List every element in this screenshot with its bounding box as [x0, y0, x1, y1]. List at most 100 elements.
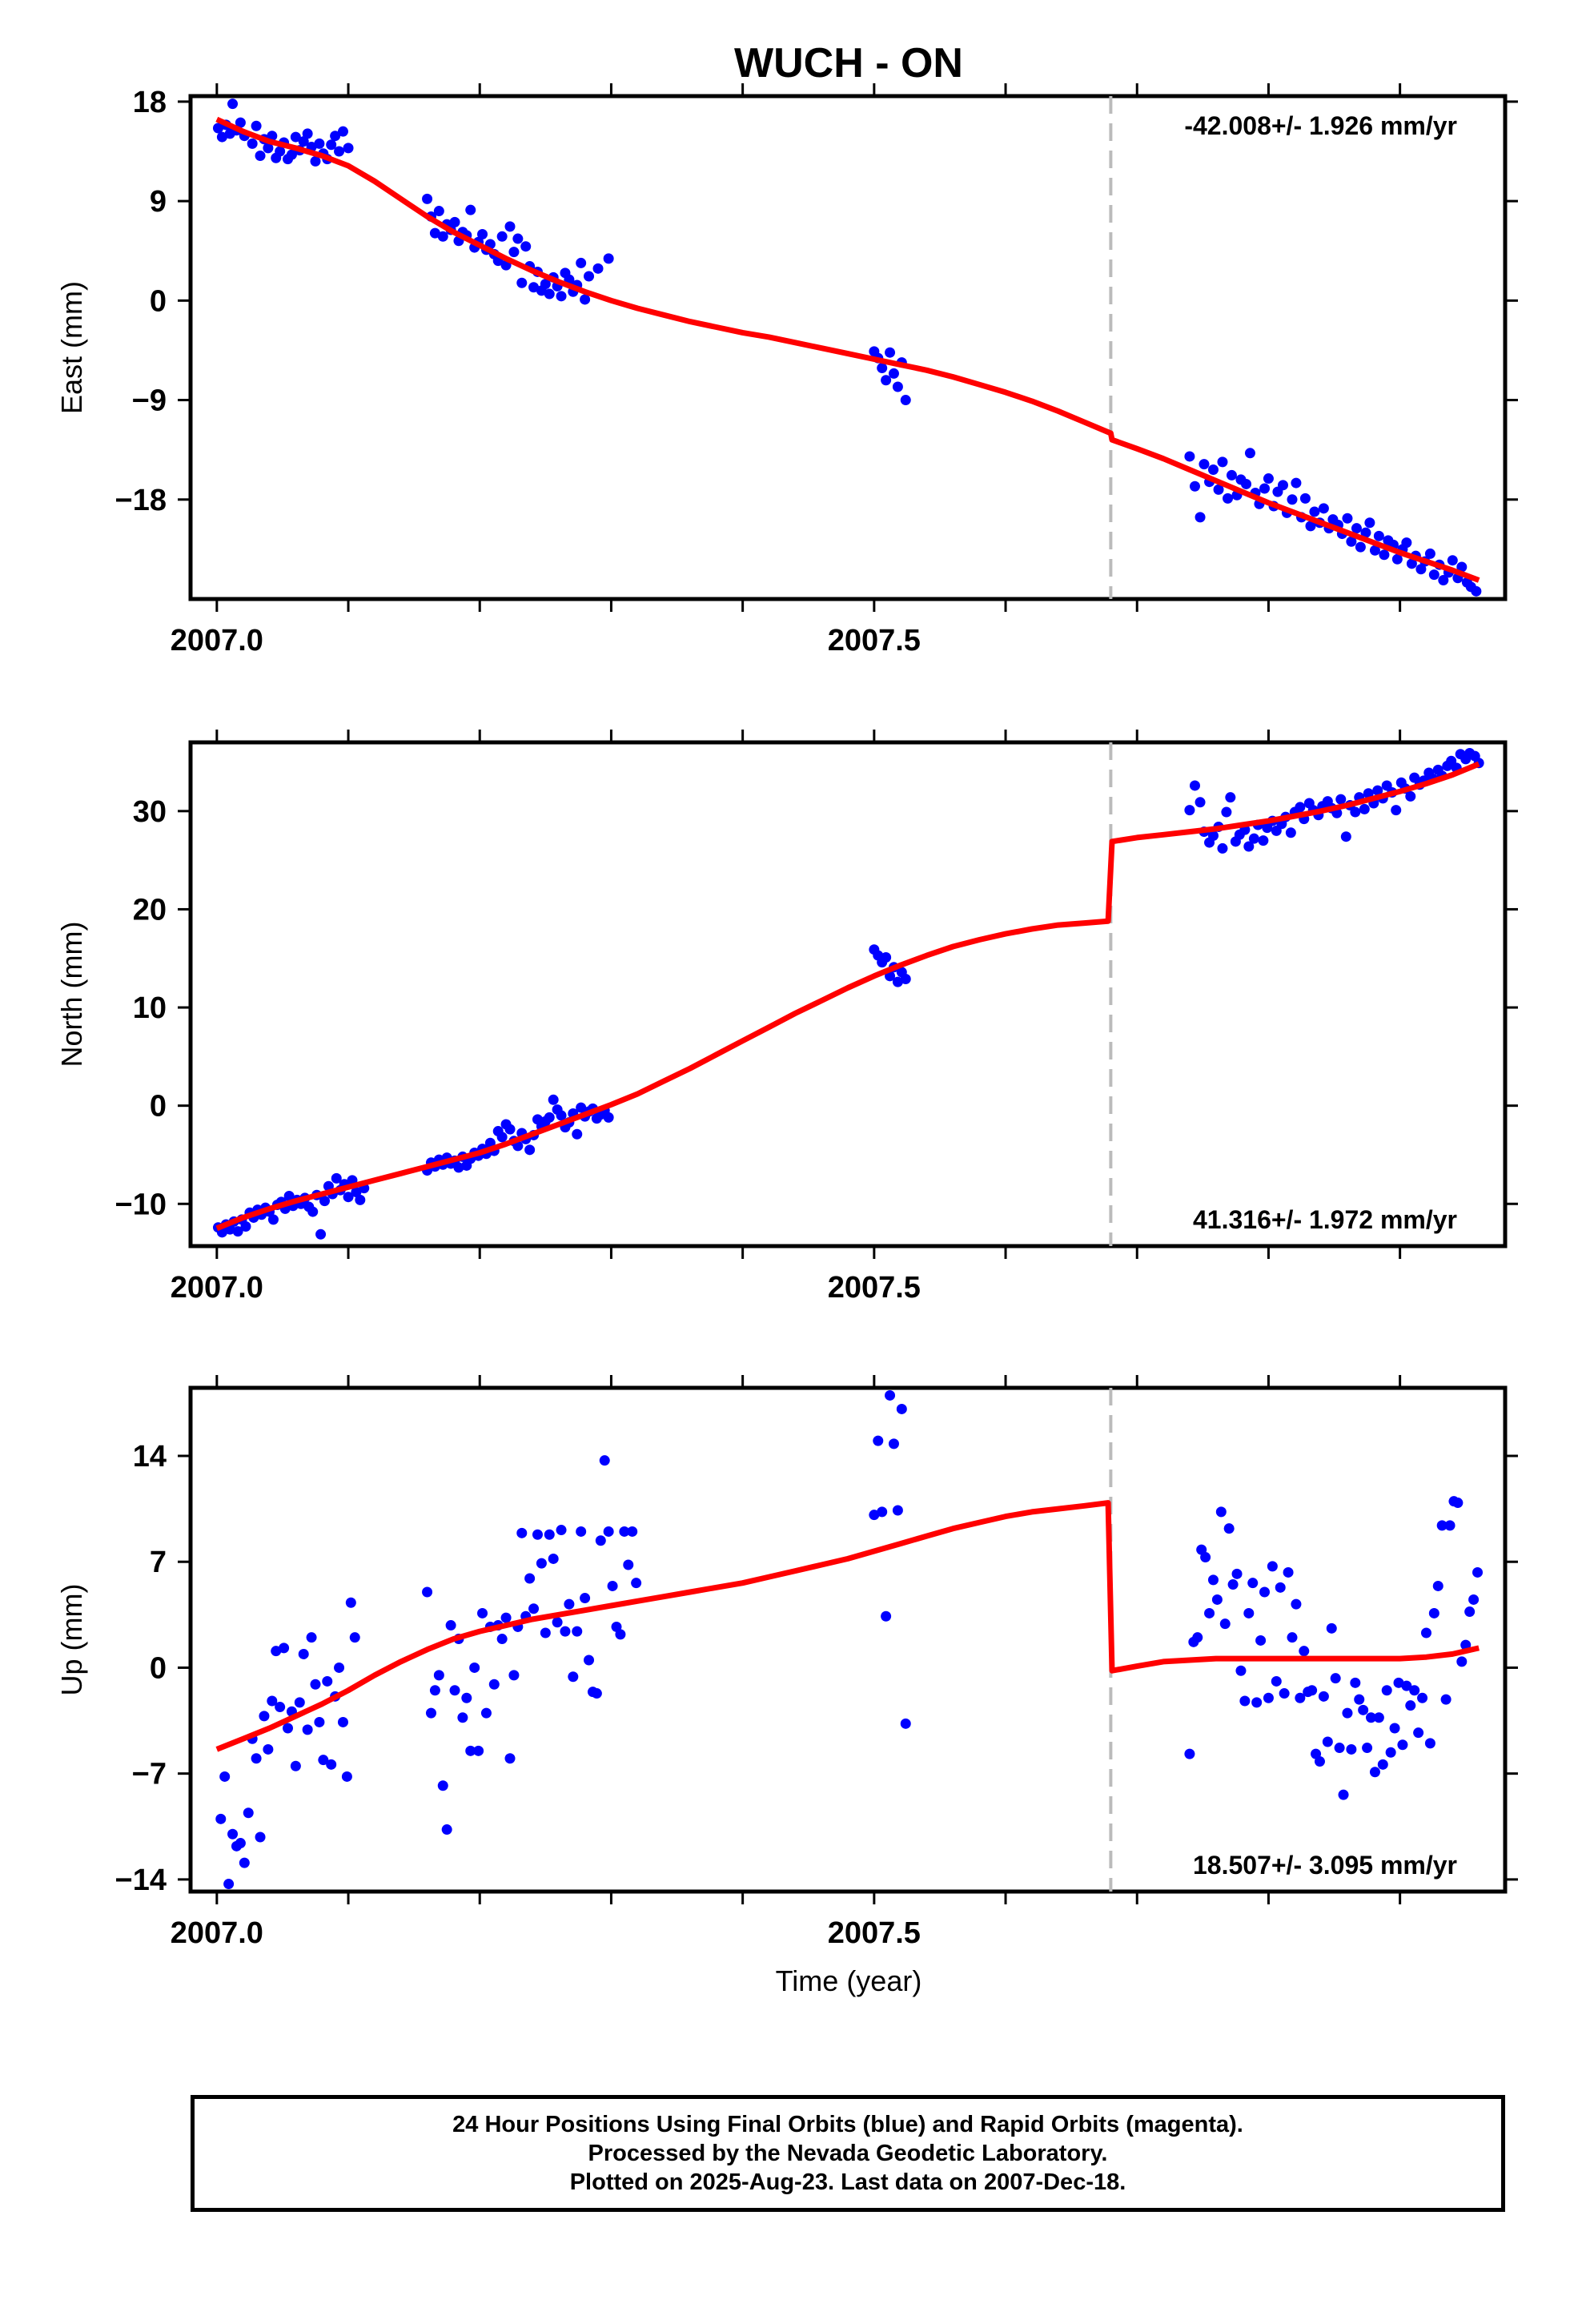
north-y-tick-label: 10: [133, 991, 167, 1025]
north-data-point: [603, 1112, 614, 1123]
up-data-point: [873, 1435, 884, 1446]
east-data-point: [504, 221, 516, 232]
up-data-point: [473, 1745, 484, 1756]
east-y-tick-label: −18: [115, 484, 167, 517]
north-data-point: [1248, 833, 1259, 844]
up-data-point: [1263, 1692, 1274, 1703]
north-data-point: [1372, 785, 1383, 796]
east-data-point: [255, 151, 266, 162]
east-data-point: [1207, 464, 1219, 476]
up-data-point: [548, 1553, 559, 1564]
north-data-point: [1285, 827, 1296, 838]
up-data-point: [508, 1670, 520, 1681]
up-data-point: [457, 1712, 468, 1723]
north-data-point: [1405, 790, 1416, 802]
east-data-point: [888, 368, 899, 379]
east-data-point: [477, 229, 488, 240]
east-data-point: [298, 136, 309, 147]
up-data-point: [1192, 1632, 1203, 1643]
north-data-point: [1225, 792, 1236, 803]
north-data-point: [548, 1094, 559, 1105]
up-data-point: [469, 1662, 480, 1673]
up-data-point: [429, 1685, 440, 1696]
east-data-point: [1428, 569, 1439, 581]
east-data-point: [422, 193, 433, 204]
east-y-tick-label: 0: [150, 284, 167, 318]
north-data-point: [1391, 805, 1402, 816]
east-data-point: [520, 241, 532, 252]
up-data-point: [263, 1743, 274, 1755]
east-data-point: [337, 126, 348, 137]
north-y-tick-label: 0: [150, 1090, 167, 1124]
north-y-tick-label: −10: [115, 1188, 167, 1221]
east-data-point: [310, 155, 321, 167]
north-x-tick-label: 2007.0: [171, 1271, 263, 1305]
north-data-point: [900, 973, 911, 984]
up-data-point: [1354, 1694, 1365, 1705]
north-data-point: [504, 1124, 516, 1135]
north-data-point: [892, 976, 903, 987]
east-data-point: [892, 381, 903, 392]
up-data-point: [1472, 1566, 1484, 1578]
east-data-point: [465, 204, 476, 215]
up-data-point: [1200, 1552, 1211, 1563]
east-model-curve: [215, 116, 1480, 583]
up-data-point: [219, 1771, 231, 1782]
up-rate-label: 18.507+/- 3.095 mm/yr: [1193, 1851, 1457, 1880]
up-y-tick-label: 0: [150, 1651, 167, 1685]
up-data-point: [1413, 1727, 1424, 1739]
up-data-point: [1373, 1712, 1384, 1723]
up-data-point: [1259, 1586, 1271, 1598]
up-data-point: [892, 1505, 903, 1516]
up-data-point: [310, 1679, 321, 1690]
up-data-point: [477, 1607, 488, 1618]
north-data-point: [240, 1220, 251, 1232]
up-data-point: [1389, 1723, 1400, 1734]
east-data-point: [576, 257, 587, 268]
north-data-point: [1295, 802, 1306, 813]
up-data-point: [896, 1403, 907, 1414]
north-plot-frame: [188, 740, 1508, 1248]
north-data-point: [496, 1132, 508, 1143]
north-data-point: [267, 1214, 279, 1225]
east-data-point: [885, 347, 896, 358]
up-data-point: [271, 1646, 282, 1657]
up-data-point: [294, 1697, 305, 1708]
up-data-point: [326, 1759, 337, 1770]
up-data-point: [306, 1632, 317, 1643]
up-data-point: [888, 1438, 899, 1449]
east-data-point: [1309, 506, 1320, 517]
up-data-point: [441, 1824, 452, 1835]
east-data-point: [247, 138, 258, 149]
up-data-point: [603, 1526, 614, 1537]
up-data-point: [488, 1679, 500, 1690]
up-data-point: [223, 1879, 235, 1890]
east-data-point: [1456, 561, 1468, 573]
up-data-point: [1295, 1692, 1306, 1703]
up-data-point: [631, 1578, 642, 1589]
up-data-point: [1424, 1738, 1435, 1749]
east-data-point: [1406, 558, 1417, 569]
up-data-point: [1385, 1747, 1396, 1758]
east-data-point: [512, 233, 524, 244]
up-data-point: [251, 1753, 262, 1764]
east-x-tick-label: 2007.5: [828, 624, 921, 657]
up-data-point: [1409, 1685, 1420, 1696]
up-data-point: [243, 1807, 254, 1819]
north-data-point: [1350, 806, 1361, 818]
east-data-point: [1244, 448, 1255, 459]
up-data-point: [345, 1597, 356, 1608]
north-data-point: [1335, 794, 1347, 805]
up-y-tick-label: −14: [115, 1864, 167, 1897]
up-data-point: [279, 1642, 290, 1654]
east-data-point: [528, 282, 540, 293]
up-data-point: [480, 1707, 492, 1719]
north-data-point: [1189, 780, 1200, 791]
footer-line-3: Plotted on 2025-Aug-23. Last data on 200…: [569, 2169, 1126, 2195]
up-data-point: [290, 1760, 301, 1771]
east-data-point: [1346, 536, 1357, 547]
up-data-point: [627, 1526, 638, 1537]
north-data-point: [572, 1128, 583, 1140]
east-data-point: [1364, 517, 1375, 529]
